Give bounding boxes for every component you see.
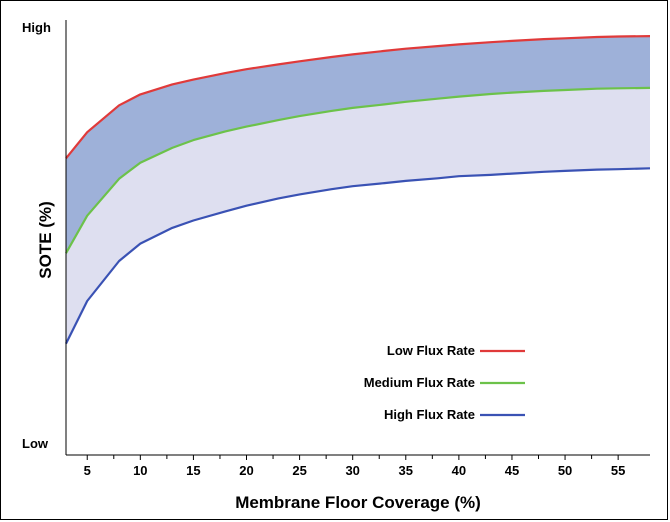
legend: Low Flux Rate Medium Flux Rate High Flux R… bbox=[364, 343, 525, 422]
x-tick-label: 15 bbox=[186, 463, 200, 478]
legend-low-flux: Low Flux Rate bbox=[387, 343, 525, 358]
x-tick-label: 10 bbox=[133, 463, 147, 478]
legend-label: Medium Flux Rate bbox=[364, 375, 475, 390]
x-ticks: 5 10 15 20 25 30 35 40 45 50 55 bbox=[84, 455, 626, 478]
x-tick-label: 5 bbox=[84, 463, 91, 478]
x-tick-label: 45 bbox=[505, 463, 519, 478]
x-tick-label: 35 bbox=[399, 463, 413, 478]
y-top-label: High bbox=[22, 20, 51, 35]
x-tick-label: 20 bbox=[239, 463, 253, 478]
band-layer bbox=[66, 36, 650, 344]
x-tick-label: 50 bbox=[558, 463, 572, 478]
x-tick-label: 55 bbox=[611, 463, 625, 478]
legend-label: Low Flux Rate bbox=[387, 343, 475, 358]
x-axis-title: Membrane Floor Coverage (%) bbox=[235, 493, 481, 512]
y-axis-title: SOTE (%) bbox=[36, 201, 55, 278]
legend-label: High Flux Rate bbox=[384, 407, 475, 422]
x-tick-label: 40 bbox=[452, 463, 466, 478]
y-bottom-label: Low bbox=[22, 436, 49, 451]
x-tick-label: 25 bbox=[292, 463, 306, 478]
legend-high-flux: High Flux Rate bbox=[384, 407, 525, 422]
x-tick-label: 30 bbox=[345, 463, 359, 478]
legend-medium-flux: Medium Flux Rate bbox=[364, 375, 525, 390]
